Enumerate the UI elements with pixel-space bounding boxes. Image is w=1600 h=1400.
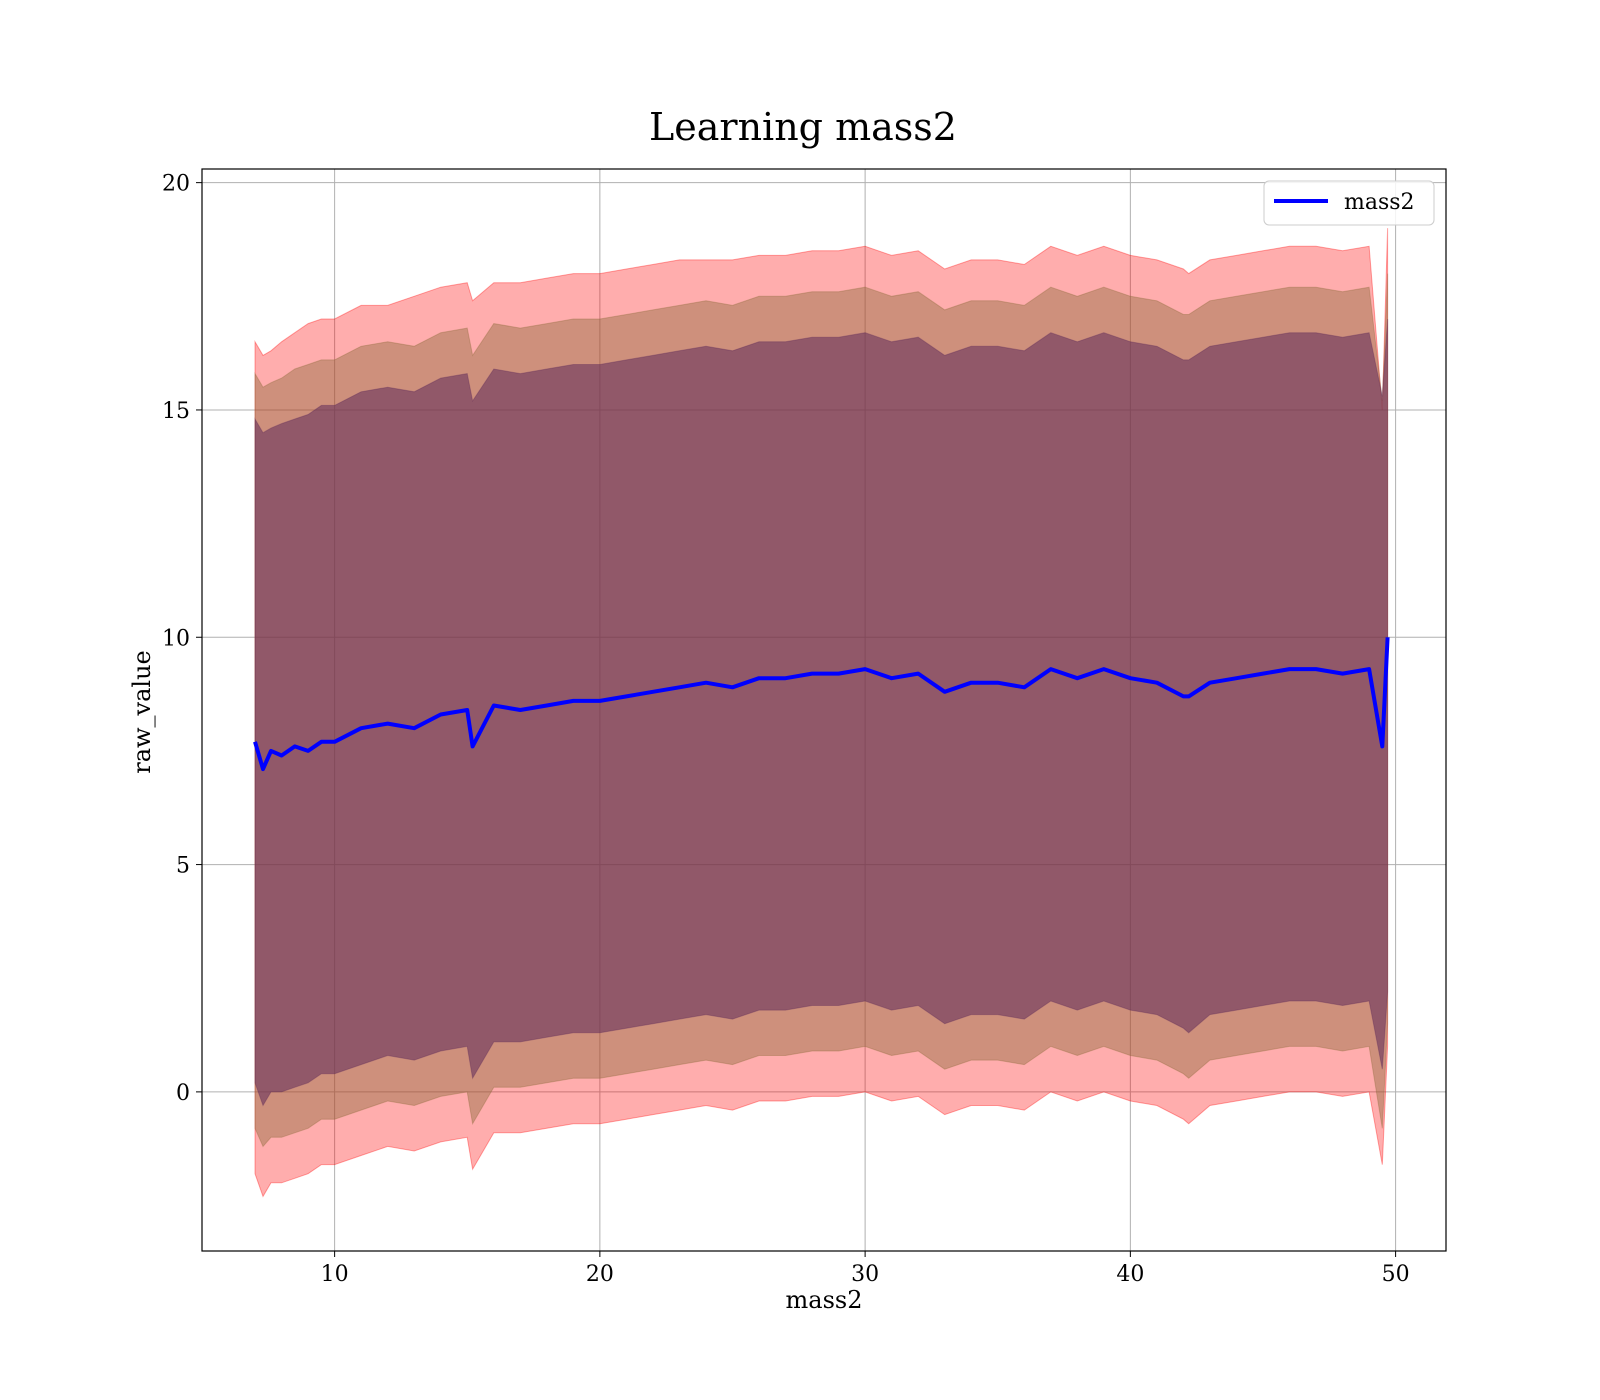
chart-title: Learning mass2 — [649, 105, 957, 149]
band-inner — [254, 318, 1389, 1107]
series-line — [253, 637, 1390, 772]
x-tick-label: 10 — [321, 1262, 349, 1287]
legend-label: mass2 — [1344, 190, 1415, 215]
y-tick-label: 20 — [162, 172, 190, 197]
x-tick-label: 20 — [586, 1262, 614, 1287]
y-tick-label: 15 — [162, 399, 190, 424]
axis-ticks: 10 20 30 40 50 0 5 10 15 20 — [162, 172, 1410, 1287]
series-lines — [253, 637, 1390, 772]
x-tick-label: 30 — [851, 1262, 879, 1287]
plot-frame — [201, 168, 1447, 1252]
legend-box — [1263, 180, 1435, 226]
x-tick-label: 50 — [1382, 1262, 1410, 1287]
y-axis-label: raw_value — [128, 650, 156, 774]
confidence-bands — [254, 228, 1389, 1198]
y-tick-label: 5 — [176, 854, 190, 879]
x-tick-label: 40 — [1116, 1262, 1144, 1287]
y-tick-label: 0 — [176, 1081, 190, 1106]
y-tick-label: 10 — [162, 626, 190, 651]
x-axis-label: mass2 — [786, 1286, 863, 1314]
legend: mass2 — [1263, 180, 1435, 226]
